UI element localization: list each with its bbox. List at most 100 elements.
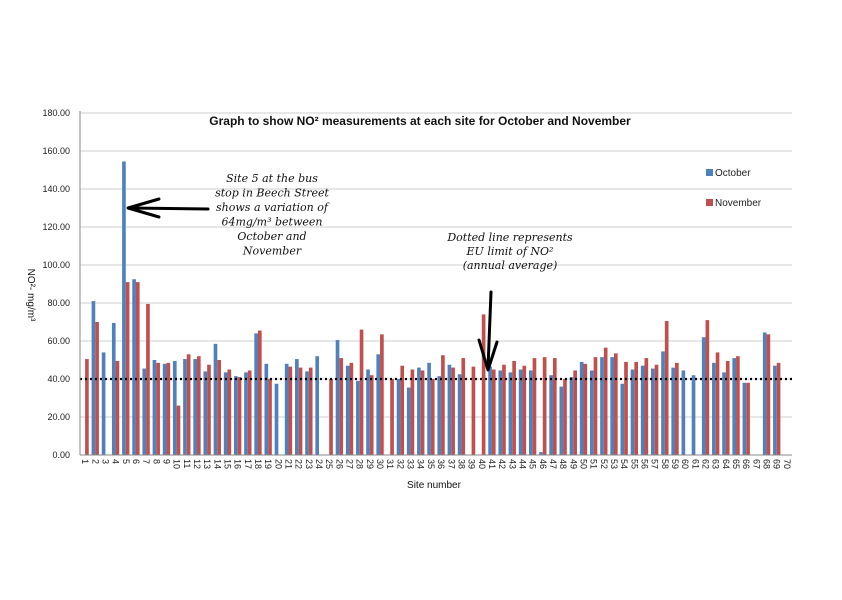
bar-november-site-21	[288, 366, 293, 455]
bar-november-site-15	[227, 369, 232, 455]
x-tick-label: 43	[507, 459, 517, 469]
arrow-to-site5	[128, 206, 210, 211]
bar-october-site-44	[518, 369, 523, 455]
bar-november-site-46	[542, 357, 547, 455]
y-tick-label: 100.00	[42, 260, 70, 270]
bar-october-site-59	[671, 367, 676, 455]
x-tick-label: 32	[395, 459, 405, 469]
x-tick-label: 68	[762, 459, 772, 469]
bar-october-site-18	[254, 333, 258, 455]
arrow-to-reference-line	[486, 290, 493, 370]
bar-november-site-50	[583, 363, 588, 455]
bar-october-site-43	[508, 372, 513, 455]
x-tick-label: 64	[721, 459, 731, 469]
bar-november-site-69	[776, 362, 781, 455]
bar-october-site-47	[549, 375, 553, 455]
legend-label-october: October	[715, 168, 751, 179]
bar-october-site-37	[447, 364, 452, 455]
bar-october-site-66	[742, 382, 747, 455]
bar-october-site-4	[111, 322, 116, 455]
annotation-site5-line: Site 5 at the bus	[226, 172, 318, 185]
bar-october-site-35	[427, 362, 431, 455]
bar-november-site-29	[369, 375, 374, 455]
x-tick-label: 12	[192, 459, 202, 469]
bar-october-site-58	[661, 351, 665, 455]
x-tick-label: 2	[90, 459, 100, 464]
x-tick-label: 31	[385, 459, 395, 469]
bar-november-site-52	[603, 347, 608, 455]
bar-november-site-64	[725, 360, 730, 455]
bar-november-site-40	[481, 314, 486, 455]
bar-november-site-11	[186, 354, 191, 455]
bar-october-site-12	[193, 359, 197, 455]
bar-november-site-57	[654, 364, 659, 455]
bar-october-site-9	[162, 363, 167, 455]
x-tick-label: 70	[782, 459, 792, 469]
x-tick-label: 35	[426, 459, 436, 469]
x-tick-label: 44	[517, 459, 527, 469]
bar-november-site-66	[746, 382, 750, 455]
x-tick-label: 66	[741, 459, 751, 469]
bar-november-site-30	[380, 334, 384, 455]
bar-october-site-28	[356, 380, 360, 455]
bar-november-site-5	[125, 282, 130, 455]
x-tick-label: 1	[80, 459, 90, 464]
x-tick-label: 42	[497, 459, 507, 469]
annotation-site5-line: shows a variation of	[216, 201, 330, 214]
y-tick-label: 20.00	[47, 412, 70, 422]
bar-october-site-29	[366, 369, 370, 455]
bar-november-site-59	[675, 362, 679, 455]
x-tick-label: 63	[711, 459, 721, 469]
annotation-eu-limit-line: (annual average)	[463, 259, 558, 272]
annotation-site5-line: stop in Beech Street	[215, 187, 329, 200]
bar-october-site-68	[762, 332, 767, 455]
bar-october-site-46	[539, 452, 543, 455]
bar-october-site-14	[213, 343, 218, 455]
bar-october-site-36	[437, 376, 442, 455]
bar-november-site-53	[614, 353, 618, 455]
x-tick-label: 39	[467, 459, 477, 469]
x-tick-label: 16	[233, 459, 243, 469]
annotation-eu-limit-line: Dotted line represents	[446, 231, 573, 244]
bar-november-site-65	[736, 356, 740, 455]
annotation-site5-line: November	[242, 245, 302, 258]
x-tick-label: 34	[416, 459, 426, 469]
x-tick-label: 61	[690, 459, 700, 469]
y-tick-label: 140.00	[42, 184, 70, 194]
bar-november-site-12	[196, 356, 201, 455]
bar-november-site-45	[532, 358, 537, 455]
bar-october-site-13	[203, 371, 208, 455]
bar-october-site-65	[732, 358, 737, 455]
legend-label-november: November	[715, 198, 762, 209]
x-tick-label: 7	[141, 459, 151, 464]
legend-swatch-november	[706, 199, 713, 206]
bar-november-site-63	[715, 352, 720, 455]
bar-november-site-35	[430, 379, 435, 455]
y-tick-label: 80.00	[47, 298, 70, 308]
bar-november-site-54	[624, 361, 628, 455]
bar-october-site-61	[691, 375, 696, 455]
x-tick-label: 4	[111, 459, 121, 464]
annotation-site5-line: October and	[237, 230, 306, 243]
x-tick-label: 24	[314, 459, 324, 469]
x-tick-label: 46	[538, 459, 548, 469]
bar-november-site-56	[644, 358, 649, 455]
x-tick-label: 28	[355, 459, 365, 469]
bar-november-site-9	[166, 362, 171, 455]
x-tick-label: 17	[243, 459, 253, 469]
bar-october-site-64	[722, 372, 726, 455]
x-tick-label: 23	[304, 459, 314, 469]
x-tick-label: 37	[446, 459, 456, 469]
y-tick-label: 40.00	[47, 374, 70, 384]
bar-november-site-4	[115, 360, 120, 455]
x-axis-label: Site number	[407, 480, 462, 491]
x-tick-label: 57	[650, 459, 660, 469]
bar-november-site-25	[329, 379, 333, 455]
x-tick-label: 5	[121, 459, 131, 464]
x-tick-label: 40	[477, 459, 487, 469]
bar-october-site-11	[183, 359, 187, 455]
bar-october-site-24	[315, 356, 320, 455]
x-tick-label: 58	[660, 459, 670, 469]
